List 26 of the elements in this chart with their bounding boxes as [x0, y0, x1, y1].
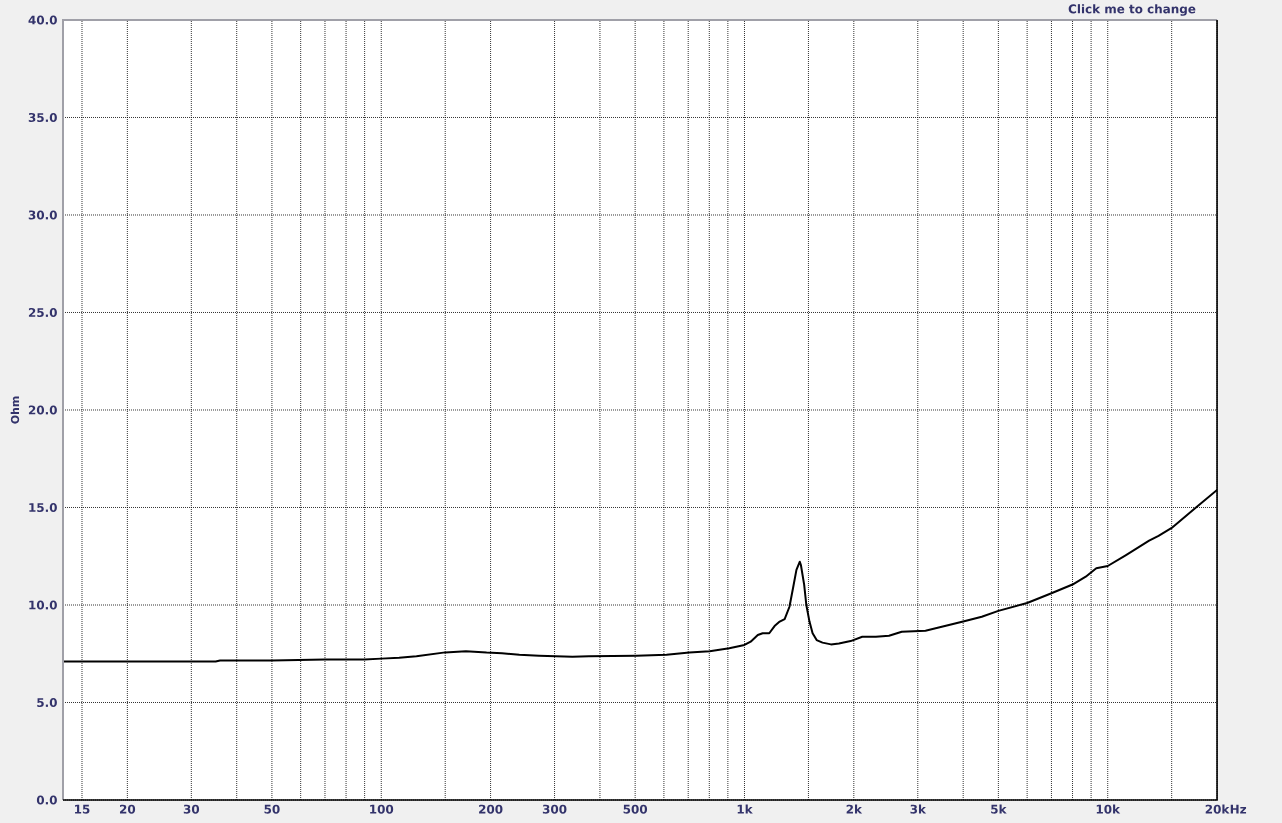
x-tick-label: 500 [623, 804, 648, 814]
x-tick-label: 30 [183, 804, 200, 814]
y-tick-label: 0.0 [36, 795, 57, 805]
text: Click me to change [1068, 4, 1196, 16]
y-axis-title: Ohm [10, 396, 20, 424]
y-tick-label: 15.0 [29, 502, 57, 513]
x-tick-label: 20 [119, 804, 136, 814]
x-tick-label: 100 [370, 804, 394, 814]
x-tick-label: 200 [479, 804, 503, 814]
y-tick-label: 35.0 [28, 112, 57, 123]
y-tick-label: 20.0 [28, 405, 57, 415]
x-tick-label: 10k [1096, 804, 1121, 814]
x-tick-label: 5k [991, 804, 1007, 814]
x-tick-label: 20k [1205, 804, 1230, 814]
x-tick-label: 2k [846, 804, 863, 814]
x-tick-label: 50 [264, 804, 280, 814]
y-tick-label: 40.0 [28, 15, 57, 25]
x-tick-label: 300 [542, 804, 567, 814]
y-tick-label: 5.0 [37, 697, 57, 708]
y-tick-label: 30.0 [28, 210, 57, 220]
x-axis-title: Hz [1230, 804, 1247, 814]
x-tick-label: 1k [737, 804, 753, 814]
y-tick-label: 10.0 [29, 600, 57, 610]
x-tick-label: 15 [75, 804, 90, 814]
x-tick-label: 3k [910, 804, 927, 814]
y-tick-label: 25.0 [28, 307, 57, 318]
